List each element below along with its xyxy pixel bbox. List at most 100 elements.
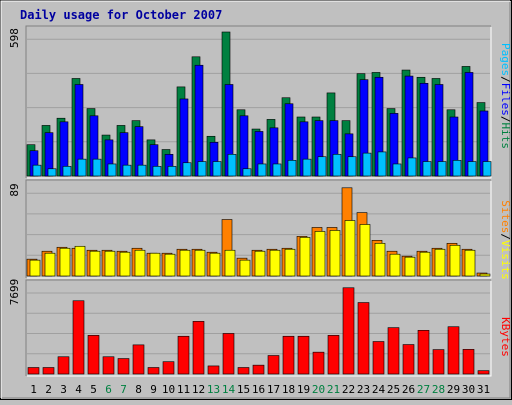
pages-bar <box>77 158 87 177</box>
files-bar <box>239 115 249 177</box>
kbytes-bar <box>282 335 295 375</box>
panel-bevel-dark <box>25 279 491 376</box>
sites-bar <box>59 247 71 277</box>
pages-bar <box>302 158 312 177</box>
kbytes-bar <box>57 356 70 375</box>
x-tick-label: 14 <box>222 383 236 396</box>
x-tick-label: 19 <box>297 383 310 396</box>
x-tick-label: 13 <box>207 383 220 396</box>
kbytes-bar <box>177 335 190 375</box>
sites-bar <box>119 251 131 277</box>
kbytes-bar <box>72 300 85 375</box>
sites-bar <box>149 252 161 277</box>
pages-bar <box>452 160 462 177</box>
files-bar <box>464 72 474 177</box>
x-tick-label: 24 <box>372 383 386 396</box>
pages-bar <box>332 154 342 177</box>
pages-bar <box>422 161 432 177</box>
kbytes-bar <box>312 351 325 375</box>
pages-bar <box>392 163 402 177</box>
kbytes-bar <box>327 335 340 375</box>
sites-bar <box>104 250 116 277</box>
pages-bar <box>122 164 132 177</box>
pages-bar <box>437 161 447 177</box>
panel-axis-label: Pages/Files/Hits <box>499 43 512 149</box>
pages-bar <box>242 168 252 177</box>
sites-bar <box>209 252 221 277</box>
x-tick-label: 11 <box>177 383 190 396</box>
x-tick-label: 4 <box>75 383 82 396</box>
axis-label-part: Pages <box>499 43 512 76</box>
pages-bar <box>377 151 387 177</box>
pages-bar <box>362 152 372 177</box>
kbytes-bar <box>222 333 235 375</box>
sites-bar <box>269 249 281 277</box>
kbytes-bar <box>237 367 250 375</box>
x-tick-label: 18 <box>282 383 295 396</box>
sites-bar <box>359 224 371 277</box>
kbytes-bar <box>147 367 160 375</box>
x-tick-label: 25 <box>387 383 400 396</box>
axis-label-part: Visits <box>499 240 512 280</box>
x-tick-label: 30 <box>462 383 475 396</box>
x-tick-label: 27 <box>417 383 430 396</box>
kbytes-bar <box>372 341 385 375</box>
sites-bar <box>434 248 446 277</box>
sites-bar <box>29 259 41 277</box>
sites-bar <box>74 245 86 277</box>
y-max-tick-label: 598 <box>8 28 21 48</box>
panel-bevel-dark <box>25 179 491 278</box>
axis-label-part: / <box>499 233 512 240</box>
sites-bar <box>329 230 341 277</box>
kbytes-bar <box>432 349 445 375</box>
frame-bevel-dark <box>2 2 511 399</box>
kbytes-bar <box>192 321 205 375</box>
sites-bar <box>224 249 236 277</box>
pages-bar <box>32 164 42 177</box>
kbytes-bar <box>477 370 490 375</box>
panel-bevel-dark <box>25 25 491 178</box>
x-tick-label: 26 <box>402 383 415 396</box>
pages-bar <box>92 158 102 177</box>
kbytes-bar <box>162 361 175 375</box>
sites-bar <box>374 242 386 277</box>
panel-bevel-light <box>27 281 492 377</box>
kbytes-bar <box>102 356 115 375</box>
sites-bar <box>479 273 491 277</box>
chart-title: Daily usage for October 2007 <box>20 8 222 22</box>
sites-bar <box>314 231 326 277</box>
sites-bar <box>344 220 356 277</box>
files-bar <box>194 64 204 177</box>
sites-bar <box>404 256 416 277</box>
sites-bar <box>194 249 206 277</box>
x-tick-label: 22 <box>342 383 355 396</box>
kbytes-bar <box>357 302 370 375</box>
kbytes-bar <box>132 344 145 375</box>
kbytes-bar <box>27 367 40 375</box>
kbytes-bar <box>462 349 475 375</box>
x-tick-label: 29 <box>447 383 460 396</box>
frame-bevel-light <box>0 0 510 398</box>
sites-bar <box>254 250 266 277</box>
x-tick-label: 9 <box>150 383 157 396</box>
sites-bar <box>179 249 191 277</box>
x-tick-label: 8 <box>135 383 142 396</box>
kbytes-bar <box>207 365 220 375</box>
x-tick-label: 23 <box>357 383 370 396</box>
x-tick-label: 2 <box>45 383 52 396</box>
x-tick-label: 31 <box>477 383 490 396</box>
sites-bar <box>419 251 431 277</box>
x-tick-label: 1 <box>30 383 37 396</box>
sites-bar <box>164 253 176 277</box>
x-tick-label: 5 <box>90 383 97 396</box>
x-tick-label: 15 <box>237 383 250 396</box>
kbytes-bar <box>87 335 100 375</box>
sites-bar <box>284 248 296 277</box>
y-max-tick-label: 7699 <box>8 279 21 306</box>
x-tick-label: 3 <box>60 383 67 396</box>
axis-label-part: Files <box>499 83 512 116</box>
sites-bar <box>449 244 461 277</box>
x-tick-label: 10 <box>162 383 175 396</box>
axis-label-part: / <box>499 76 512 83</box>
panel-axis-label: KBytes <box>499 317 512 357</box>
